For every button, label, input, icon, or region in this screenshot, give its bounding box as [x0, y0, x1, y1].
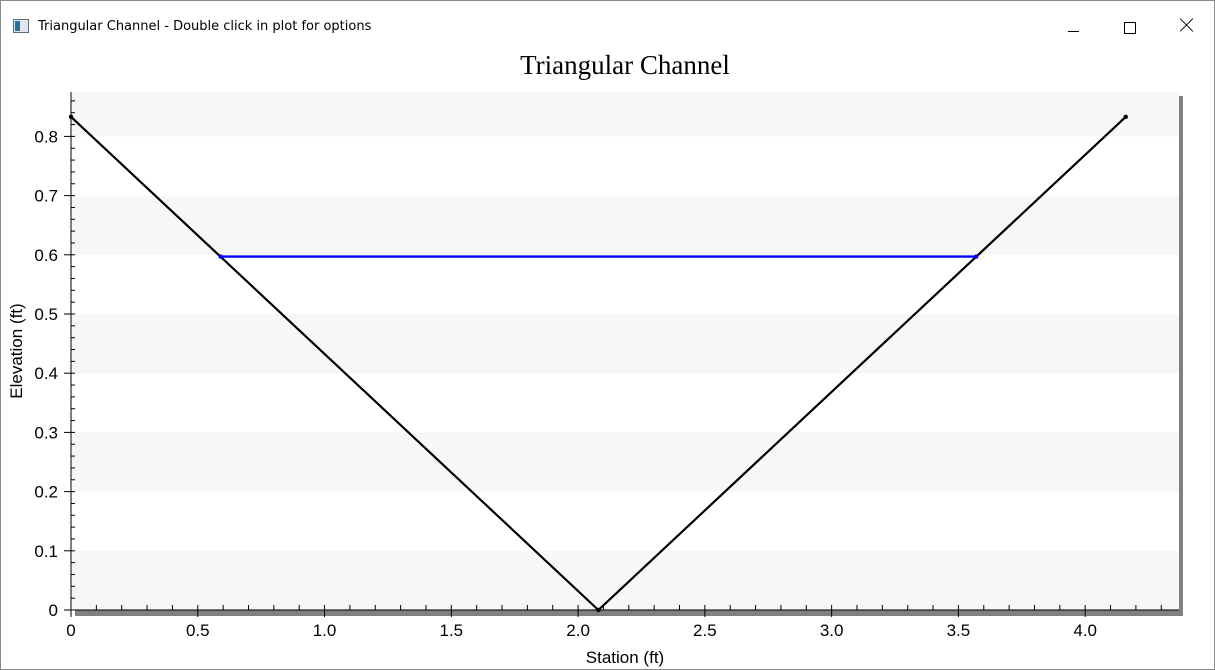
grid-band	[72, 551, 1179, 610]
x-axis-label: Station (ft)	[586, 648, 664, 667]
x-tick-label: 0.5	[186, 621, 210, 640]
grid-band	[72, 314, 1179, 373]
grid-band	[72, 432, 1179, 491]
y-tick-label: 0.8	[34, 127, 58, 146]
y-tick-label: 0	[49, 601, 58, 620]
x-tick-label: 0	[66, 621, 75, 640]
x-tick-label: 3.0	[820, 621, 844, 640]
y-tick-label: 0.4	[34, 364, 58, 383]
channel-point	[69, 115, 73, 119]
y-axis-label: Elevation (ft)	[7, 303, 26, 398]
channel-point	[596, 608, 600, 612]
x-tick-label: 2.5	[693, 621, 717, 640]
water-surface-point	[974, 254, 978, 258]
y-tick-label: 0.1	[34, 542, 58, 561]
chart-title: Triangular Channel	[520, 50, 730, 80]
x-tick-label: 1.0	[313, 621, 337, 640]
channel-point	[1124, 115, 1128, 119]
x-tick-label: 3.5	[947, 621, 971, 640]
x-tick-label: 2.0	[566, 621, 590, 640]
y-tick-label: 0.5	[34, 305, 58, 324]
grid-band	[72, 92, 1179, 136]
y-tick-label: 0.6	[34, 246, 58, 265]
y-tick-label: 0.3	[34, 423, 58, 442]
y-tick-label: 0.7	[34, 187, 58, 206]
water-surface-point	[218, 254, 222, 258]
x-tick-label: 4.0	[1073, 621, 1097, 640]
y-tick-label: 0.2	[34, 483, 58, 502]
x-tick-label: 1.5	[440, 621, 464, 640]
grid-band	[72, 196, 1179, 255]
